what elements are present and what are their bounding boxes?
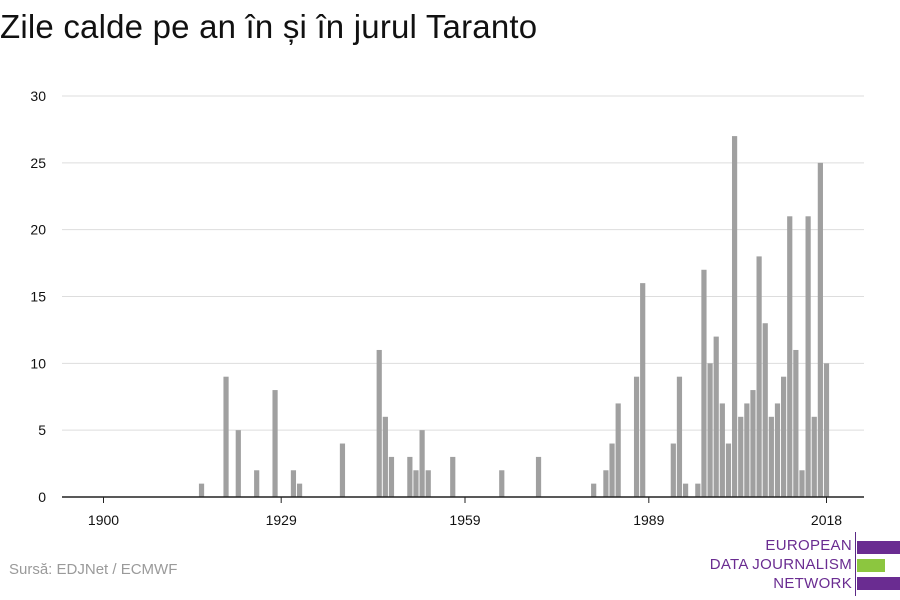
bar-2012 <box>787 216 793 498</box>
bar-1952 <box>419 430 425 497</box>
edjnet-logo: EUROPEAN DATA JOURNALISM NETWORK <box>700 532 900 596</box>
x-tick-label: 1929 <box>266 512 297 528</box>
chart-title: Zile calde pe an în și în jurul Taranto <box>0 8 538 45</box>
logo-divider <box>855 532 856 596</box>
bar-1957 <box>450 456 456 497</box>
bar-1988 <box>640 283 646 497</box>
bar-1951 <box>413 470 419 497</box>
logo-line-3: NETWORK <box>773 575 852 592</box>
bar-2003 <box>731 136 738 497</box>
bar-1916 <box>198 483 205 497</box>
logo-line-1: EUROPEAN <box>765 537 852 554</box>
bar-1993 <box>670 443 676 497</box>
x-tick-label: 1959 <box>449 512 480 528</box>
bar-2017 <box>817 162 823 497</box>
bar-1998 <box>701 269 707 497</box>
y-axis-ticks: 0 5 10 15 20 25 30 <box>30 88 46 505</box>
bar-2007 <box>756 256 762 497</box>
y-tick-label: 30 <box>30 88 46 104</box>
bar-1987 <box>633 376 640 497</box>
bar-1932 <box>296 483 303 497</box>
bar-2002 <box>725 443 732 497</box>
y-tick-label: 25 <box>30 155 46 171</box>
bar-1945 <box>376 349 382 497</box>
bar-2014 <box>799 470 805 497</box>
bar-1946 <box>382 416 388 497</box>
logo-bar-middle <box>857 559 885 572</box>
x-axis-ticks: 1900 1929 1959 1989 2018 <box>88 497 842 528</box>
bar-1950 <box>407 456 413 497</box>
logo-line-2: DATA JOURNALISM <box>709 556 852 573</box>
bar-2000 <box>713 336 719 497</box>
bar-1939 <box>339 443 346 497</box>
y-tick-label: 5 <box>38 422 46 438</box>
bar-1994 <box>676 376 683 497</box>
bar-1922 <box>235 430 241 497</box>
bar-2018 <box>823 363 830 497</box>
bar-2013 <box>793 349 799 497</box>
y-tick-label: 20 <box>30 222 46 238</box>
bar-1997 <box>695 483 701 497</box>
y-tick-label: 0 <box>38 489 46 505</box>
y-tick-label: 10 <box>30 355 46 371</box>
bar-1983 <box>609 443 615 497</box>
bar-2010 <box>774 403 781 497</box>
logo-bar-bottom <box>857 577 900 590</box>
bar-1999 <box>707 363 713 497</box>
bar-1925 <box>254 470 260 497</box>
bar-2005 <box>744 403 750 497</box>
bar-1965 <box>499 470 505 497</box>
bars <box>198 136 830 498</box>
bar-2016 <box>811 416 817 497</box>
bar-1931 <box>290 470 297 497</box>
bar-2009 <box>768 416 774 497</box>
bar-2015 <box>805 216 811 498</box>
bar-1982 <box>603 470 609 497</box>
logo-bar-top <box>857 541 900 554</box>
bar-1984 <box>615 403 621 497</box>
bar-1920 <box>223 376 229 497</box>
bar-1971 <box>535 456 542 497</box>
bar-1928 <box>272 390 278 497</box>
bar-1953 <box>425 470 431 497</box>
y-tick-label: 15 <box>30 289 46 305</box>
bar-2006 <box>750 390 756 497</box>
bar-1947 <box>388 456 395 497</box>
source-note: Sursă: EDJNet / ECMWF <box>9 561 178 578</box>
gridlines <box>62 95 864 431</box>
x-tick-label: 2018 <box>811 512 842 528</box>
bar-2011 <box>781 376 787 497</box>
bar-2008 <box>762 323 768 497</box>
bar-1995 <box>682 483 689 497</box>
bar-2001 <box>719 403 725 497</box>
bar-2004 <box>738 416 744 497</box>
x-tick-label: 1989 <box>633 512 664 528</box>
bar-1980 <box>591 483 597 497</box>
x-tick-label: 1900 <box>88 512 119 528</box>
